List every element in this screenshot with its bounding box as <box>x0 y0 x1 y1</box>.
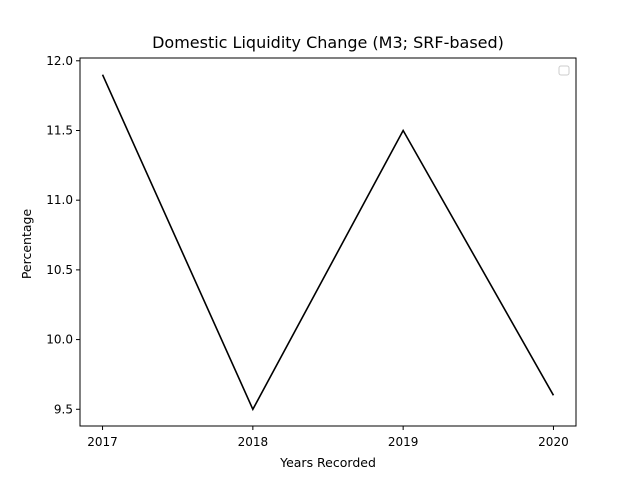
y-tick-label: 10.0 <box>46 333 73 347</box>
axes-frame <box>79 57 577 427</box>
y-tick-label: 11.5 <box>46 123 73 137</box>
x-tick-label: 2017 <box>87 435 118 449</box>
plot-area: 2017 2018 2019 2020 9.5 10.0 10.5 11.0 11.5 12.0 <box>46 54 577 449</box>
x-tick-label: 2020 <box>538 435 569 449</box>
y-tick-label: 9.5 <box>54 402 73 416</box>
y-tick-label: 11.0 <box>46 193 73 207</box>
y-tick-label: 12.0 <box>46 54 73 68</box>
x-tick-label: 2019 <box>388 435 419 449</box>
x-axis-label: Years Recorded <box>279 455 376 470</box>
chart-title: Domestic Liquidity Change (M3; SRF-based… <box>152 33 504 52</box>
x-tick-label: 2018 <box>238 435 269 449</box>
y-tick-label: 10.5 <box>46 263 73 277</box>
series-line-0 <box>101 74 555 412</box>
legend-box <box>558 65 570 76</box>
y-axis-label: Percentage <box>19 209 34 280</box>
